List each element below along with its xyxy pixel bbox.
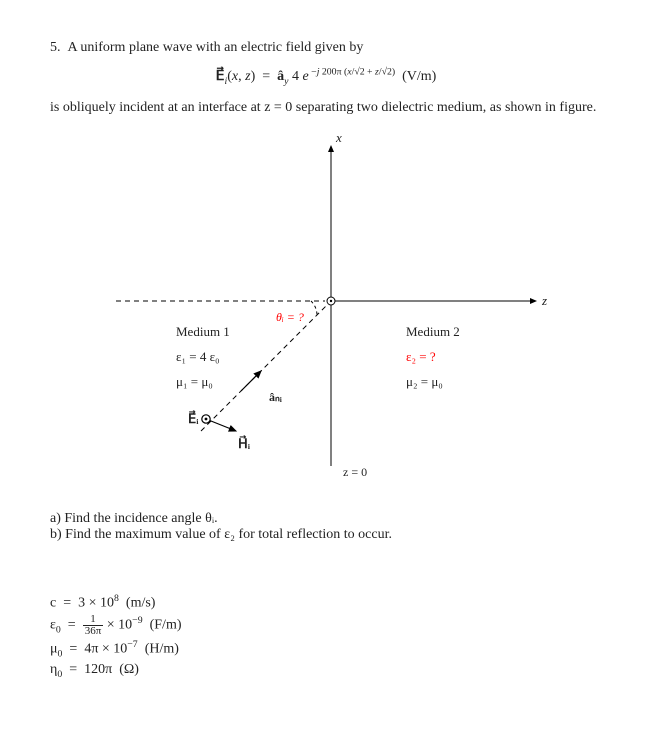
- incident-ray: [201, 301, 331, 431]
- ani-arrow: [241, 371, 261, 391]
- x-axis-label: x: [335, 130, 342, 145]
- given-equation: E⃗i(x, z) = ây 4 e −j 200π (x/√2 + z/√2)…: [50, 66, 602, 86]
- figure-svg: x z θᵢ = ? Medium 1 ε₁ = 4 ε₀ μ₁ = μ₀ Medium 2…: [86, 126, 566, 486]
- post-equation-text: is obliquely incident at an interface at…: [50, 100, 602, 116]
- z-zero-label: z = 0: [343, 465, 367, 479]
- angle-arc: [311, 301, 317, 315]
- medium2-eps: ε₂ = ?: [406, 349, 436, 364]
- medium2-mu: μ₂ = μ₀: [406, 374, 443, 389]
- const-eta0: η0 = 120π (Ω): [50, 662, 602, 680]
- z-axis-label: z: [541, 293, 547, 308]
- question-parts: a) Find the incidence angle θᵢ. b) Find …: [50, 511, 602, 543]
- part-a: a) Find the incidence angle θᵢ.: [50, 511, 602, 527]
- hi-label: H⃗ᵢ: [238, 435, 251, 451]
- ei-label: E⃗ᵢ: [188, 410, 199, 426]
- problem-intro: 5. A uniform plane wave with an electric…: [50, 40, 602, 56]
- medium1-mu: μ₁ = μ₀: [176, 374, 213, 389]
- figure-container: x z θᵢ = ? Medium 1 ε₁ = 4 ε₀ μ₁ = μ₀ Medium 2…: [50, 126, 602, 491]
- const-eps0: ε0 = 136π × 10−9 (F/m): [50, 614, 602, 637]
- part-b: b) Find the maximum value of ε₂ for tota…: [50, 527, 602, 543]
- medium1-eps: ε₁ = 4 ε₀: [176, 349, 220, 364]
- problem-number: 5.: [50, 40, 61, 55]
- medium2-title: Medium 2: [406, 324, 460, 339]
- ani-label: âₙᵢ: [269, 390, 282, 404]
- const-mu0: μ0 = 4π × 10−7 (H/m): [50, 639, 602, 659]
- hi-arrow: [206, 419, 236, 431]
- constants-block: c = 3 × 108 (m/s) ε0 = 136π × 10−9 (F/m)…: [50, 593, 602, 679]
- const-c: c = 3 × 108 (m/s): [50, 593, 602, 612]
- ei-dot: [205, 418, 208, 421]
- equation-text: E⃗i(x, z) = ây 4 e −j 200π (x/√2 + z/√2)…: [216, 69, 437, 84]
- intro-text: A uniform plane wave with an electric fi…: [68, 40, 364, 55]
- angle-label: θᵢ = ?: [276, 310, 304, 324]
- medium1-title: Medium 1: [176, 324, 230, 339]
- origin-dot: [330, 300, 332, 302]
